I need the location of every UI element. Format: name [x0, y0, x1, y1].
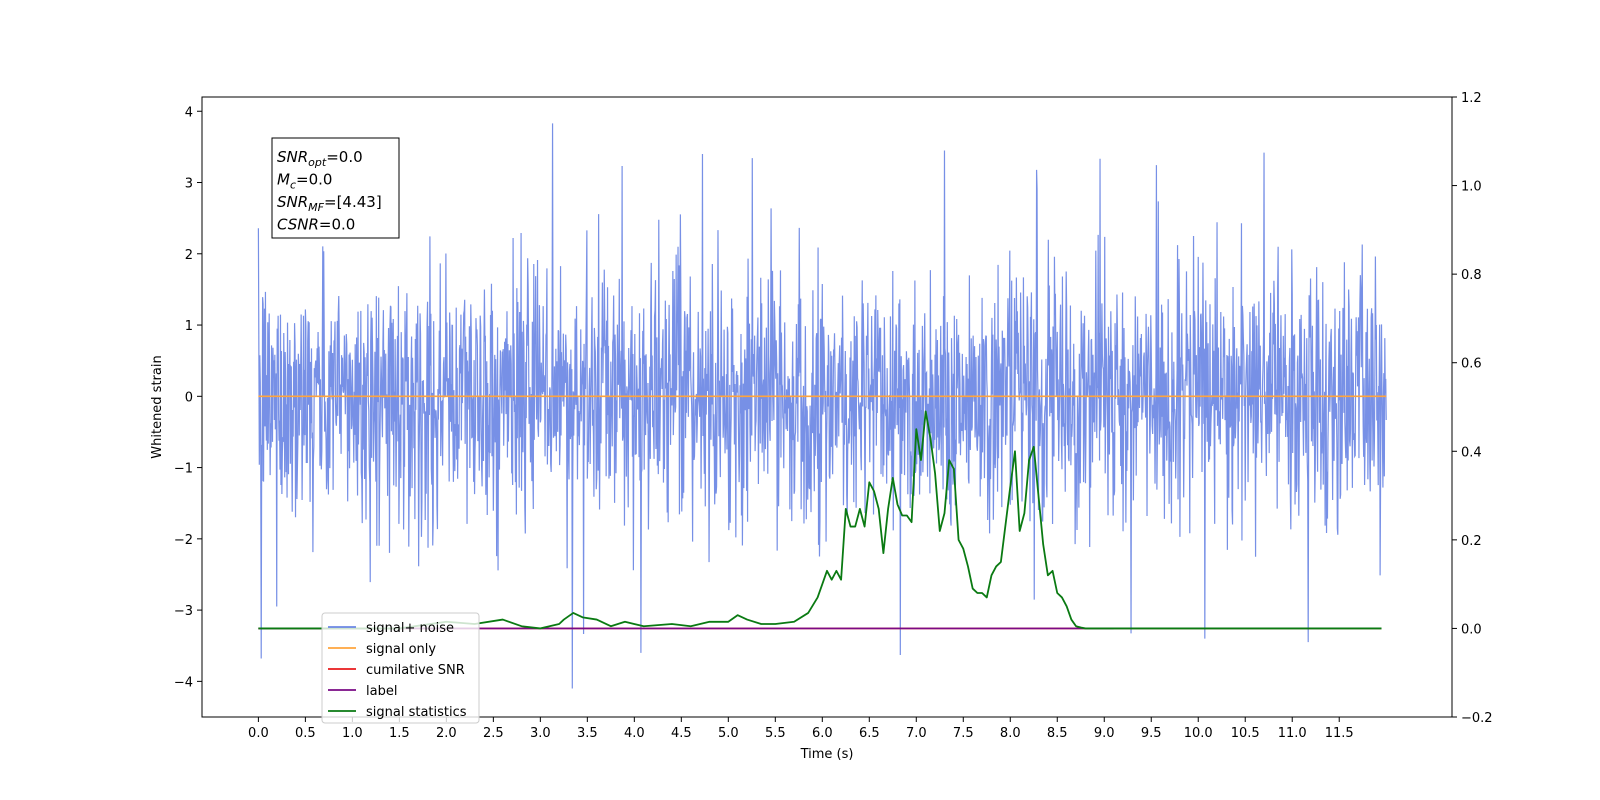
x-tick-label: 3.5 — [577, 726, 598, 741]
legend-label-signal-only: signal only — [366, 642, 436, 657]
y-axis-left: −4 −3 −2 −1 0 1 2 3 4 — [174, 105, 202, 690]
plot-frame — [201, 96, 1453, 718]
x-axis: 0.0 0.5 1.0 1.5 2.0 2.5 3.0 3.5 4.0 4.5 5.0 5.5 6.0 6… — [248, 717, 1354, 741]
legend-label-label: label — [366, 684, 397, 699]
x-tick-label: 4.5 — [671, 726, 692, 741]
y-tick-label: 0 — [185, 390, 193, 405]
x-tick-label: 11.5 — [1325, 726, 1354, 741]
annotation-line: SNRopt=0.0 — [277, 148, 363, 169]
x-tick-label: 3.0 — [530, 726, 551, 741]
legend-frame — [321, 612, 480, 724]
y2-tick-label: 1.2 — [1461, 91, 1482, 106]
x-tick-label: 7.0 — [906, 726, 927, 741]
annotation-line: CSNR=0.0 — [277, 216, 355, 234]
y-axis-right: −0.2 0.0 0.2 0.4 0.6 0.8 1.0 1.2 — [1452, 91, 1493, 726]
series-line-signal-statistics — [258, 410, 1382, 630]
x-tick-label: 0.5 — [295, 726, 316, 741]
x-tick-label: 9.0 — [1094, 726, 1115, 741]
legend-label-signal-statistics: signal statistics — [366, 705, 467, 720]
y-tick-label: 1 — [185, 319, 193, 334]
legend-label-cumilative-snr: cumilative SNR — [366, 663, 465, 678]
y-tick-label: 4 — [185, 105, 193, 120]
y2-tick-label: 0.2 — [1461, 534, 1482, 549]
noise-series-layer — [257, 123, 1387, 689]
x-tick-label: 4.0 — [624, 726, 645, 741]
x-tick-label: 5.5 — [765, 726, 786, 741]
x-tick-label: 11.0 — [1278, 726, 1307, 741]
y-tick-label: 2 — [185, 248, 193, 263]
legend-label-signal-noise: signal+ noise — [366, 621, 454, 636]
y2-tick-label: 0.0 — [1461, 622, 1482, 637]
x-tick-label: 1.5 — [389, 726, 410, 741]
y2-tick-label: 1.0 — [1461, 180, 1482, 195]
y-tick-label: −3 — [174, 604, 193, 619]
y-axis-label: Whitened strain — [150, 355, 165, 458]
x-tick-label: 10.0 — [1184, 726, 1213, 741]
x-tick-label: 9.5 — [1141, 726, 1162, 741]
x-tick-label: 2.0 — [436, 726, 457, 741]
x-tick-label: 2.5 — [483, 726, 504, 741]
y2-tick-label: 0.4 — [1461, 445, 1482, 460]
y-tick-label: 3 — [185, 177, 193, 192]
x-tick-label: 7.5 — [953, 726, 974, 741]
y-tick-label: −4 — [174, 675, 193, 690]
x-tick-label: 8.5 — [1047, 726, 1068, 741]
legend: signal+ noise signal only cumilative SNR la… — [321, 612, 480, 724]
x-tick-label: 10.5 — [1231, 726, 1260, 741]
x-axis-label: Time (s) — [800, 747, 854, 762]
x-tick-label: 8.0 — [1000, 726, 1021, 741]
x-tick-label: 6.5 — [859, 726, 880, 741]
y-tick-label: −2 — [174, 533, 193, 548]
x-tick-label: 1.0 — [342, 726, 363, 741]
annotation-frame — [271, 137, 400, 239]
y-tick-label: −1 — [174, 462, 193, 477]
annotation-line: SNRMF=[4.43] — [277, 193, 382, 214]
annotation-line: Mc=0.0 — [277, 171, 332, 192]
y2-tick-label: −0.2 — [1461, 711, 1493, 726]
x-tick-label: 0.0 — [248, 726, 269, 741]
series-line-signal-noise — [257, 123, 1387, 689]
x-tick-label: 6.0 — [812, 726, 833, 741]
y2-tick-label: 0.8 — [1461, 268, 1482, 283]
x-tick-label: 5.0 — [718, 726, 739, 741]
y2-tick-label: 0.6 — [1461, 357, 1482, 372]
